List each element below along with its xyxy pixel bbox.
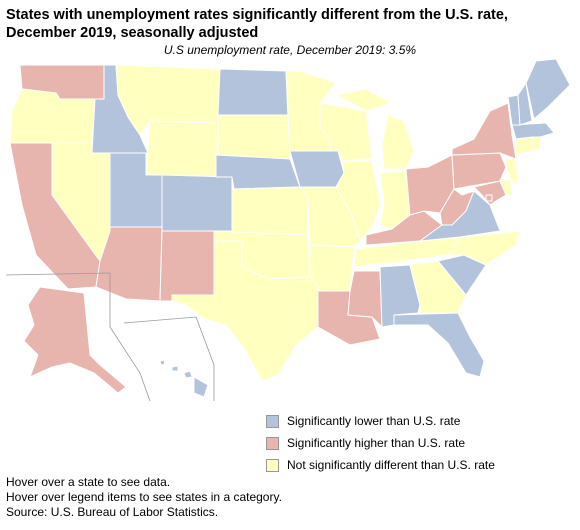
map-title: States with unemployment rates significa… (6, 7, 508, 41)
legend-swatch-higher (266, 436, 279, 450)
state-ct[interactable] (515, 136, 533, 156)
state-wi[interactable] (319, 102, 373, 162)
state-hi-4[interactable] (193, 376, 209, 398)
state-wy[interactable] (145, 120, 219, 178)
legend-swatch-lower (266, 414, 279, 428)
legend-label-higher: Significantly higher than U.S. rate (287, 436, 466, 450)
state-fl[interactable] (393, 312, 485, 378)
state-sd[interactable] (217, 114, 291, 160)
state-ri[interactable] (531, 136, 541, 152)
state-dc[interactable] (485, 194, 493, 202)
state-ia[interactable] (289, 150, 345, 188)
legend-item-higher[interactable]: Significantly higher than U.S. rate (266, 432, 495, 454)
legend: Significantly lower than U.S. rate Signif… (266, 410, 495, 476)
state-nj[interactable] (505, 158, 519, 186)
map-subtitle: U.S unemployment rate, December 2019: 3.… (163, 43, 417, 57)
state-co[interactable] (161, 174, 233, 232)
state-ky[interactable] (365, 210, 443, 246)
state-hi-2[interactable] (171, 365, 179, 372)
state-me[interactable] (525, 58, 571, 120)
state-de[interactable] (499, 178, 513, 196)
state-ks[interactable] (231, 186, 309, 236)
hawaii-islands (159, 359, 209, 398)
hawaii-inset-frame (123, 316, 215, 401)
state-va[interactable] (419, 190, 501, 242)
state-nd[interactable] (217, 68, 289, 116)
state-ma[interactable] (511, 122, 555, 140)
notes: Hover over a state to see data. Hover ov… (6, 475, 282, 520)
state-ar[interactable] (309, 244, 355, 292)
hover-legend-note: Hover over legend items to see states in… (6, 490, 282, 504)
us-state-map (5, 58, 571, 402)
state-nm[interactable] (159, 230, 215, 302)
legend-label-lower: Significantly lower than U.S. rate (287, 414, 461, 428)
legend-label-not: Not significantly different than U.S. ra… (287, 458, 495, 472)
state-ak[interactable] (23, 286, 127, 394)
hover-state-note: Hover over a state to see data. (6, 475, 171, 489)
state-il[interactable] (335, 160, 381, 242)
source-note: Source: U.S. Bureau of Labor Statistics. (6, 505, 219, 519)
alaska-inset-frame (5, 272, 151, 402)
legend-swatch-not (266, 458, 279, 472)
state-hi-3[interactable] (183, 370, 193, 379)
state-ny[interactable] (451, 102, 517, 160)
state-tx[interactable] (171, 240, 319, 382)
state-hi-1[interactable] (159, 359, 166, 366)
state-nh[interactable] (517, 82, 533, 126)
legend-item-lower[interactable]: Significantly lower than U.S. rate (266, 410, 495, 432)
legend-item-not[interactable]: Not significantly different than U.S. ra… (266, 454, 495, 476)
